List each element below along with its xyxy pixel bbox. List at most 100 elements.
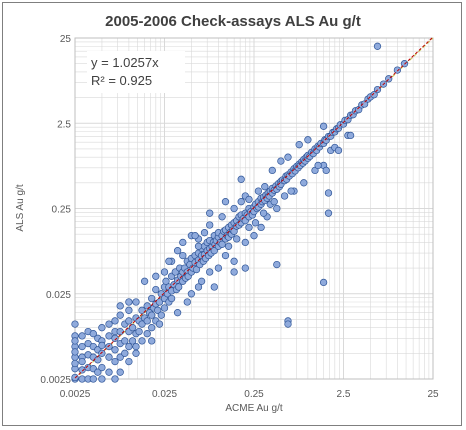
data-point xyxy=(322,166,330,175)
data-point xyxy=(98,349,106,357)
data-point xyxy=(179,251,187,260)
data-point xyxy=(148,311,156,319)
data-point xyxy=(155,320,164,328)
data-point xyxy=(370,91,378,99)
x-tick-label: 0.025 xyxy=(152,389,177,400)
data-point xyxy=(143,302,151,310)
data-point xyxy=(143,330,151,338)
data-point xyxy=(157,311,165,319)
data-point xyxy=(221,251,230,260)
x-axis-label: ACME Au g/t xyxy=(225,403,282,414)
data-points xyxy=(71,42,409,383)
data-point xyxy=(206,209,214,217)
data-point xyxy=(319,278,328,287)
data-point xyxy=(116,302,124,310)
data-point xyxy=(116,353,124,361)
data-point xyxy=(210,283,218,291)
data-point xyxy=(78,342,86,351)
data-point xyxy=(273,204,281,213)
trendline xyxy=(74,37,433,379)
data-point xyxy=(250,232,258,240)
data-point xyxy=(143,317,151,325)
scatter-chart: 2005-2006 Check-assays ALS Au g/t 0.0025… xyxy=(15,13,439,414)
data-point xyxy=(94,356,102,364)
x-tick-label: 0.25 xyxy=(244,389,264,400)
data-point xyxy=(165,257,173,265)
data-point xyxy=(373,42,382,50)
data-point xyxy=(105,342,113,351)
data-point xyxy=(230,268,238,276)
data-point xyxy=(148,294,156,303)
data-point xyxy=(167,294,176,303)
data-point xyxy=(105,353,113,361)
data-point xyxy=(221,198,230,206)
data-point xyxy=(192,265,201,274)
data-point xyxy=(78,366,86,374)
r-squared-label: R² = 0.925 xyxy=(91,73,152,88)
data-point xyxy=(116,311,124,319)
data-point xyxy=(287,187,295,195)
data-point xyxy=(111,334,119,342)
y-tick-label: 0.0025 xyxy=(40,375,71,386)
data-point xyxy=(284,320,292,328)
data-point xyxy=(152,272,160,280)
data-point xyxy=(116,368,124,376)
data-point xyxy=(173,247,182,255)
y-tick-label: 25 xyxy=(60,34,72,45)
data-point xyxy=(160,304,169,312)
data-point xyxy=(121,337,129,345)
x-tick-label: 2.5 xyxy=(337,389,351,400)
data-point xyxy=(245,223,253,232)
data-point xyxy=(334,146,343,155)
y-tick-label: 0.025 xyxy=(46,290,71,301)
data-point xyxy=(280,192,289,200)
data-point xyxy=(132,349,140,357)
data-point xyxy=(152,285,160,294)
data-point xyxy=(324,189,333,197)
data-point xyxy=(360,100,369,108)
data-point xyxy=(218,240,226,248)
plot-area xyxy=(74,37,434,380)
data-point xyxy=(314,161,322,170)
data-point xyxy=(125,342,133,351)
data-point xyxy=(111,346,119,354)
data-point xyxy=(254,187,263,195)
data-point xyxy=(105,332,113,340)
data-point xyxy=(162,277,170,285)
data-point xyxy=(125,357,133,366)
data-point xyxy=(138,337,146,345)
data-point xyxy=(261,183,269,191)
data-point xyxy=(224,242,233,250)
data-point xyxy=(187,290,196,298)
data-point xyxy=(128,337,137,345)
data-point xyxy=(71,337,79,345)
data-point xyxy=(277,157,285,165)
data-point xyxy=(304,136,312,144)
tick-labels: 0.0025 0.025 0.25 2.5 25 0.0025 0.025 0.25 2.5 25 xyxy=(40,34,439,400)
chart-title: 2005-2006 Check-assays ALS Au g/t xyxy=(105,13,361,30)
data-point xyxy=(270,198,278,206)
data-point xyxy=(138,320,146,328)
data-point xyxy=(125,306,133,314)
data-point xyxy=(183,298,191,306)
data-point xyxy=(71,359,79,368)
data-point xyxy=(78,375,86,383)
data-point xyxy=(98,363,106,372)
data-point xyxy=(230,204,238,213)
data-point xyxy=(284,153,292,161)
data-point xyxy=(71,348,79,356)
data-point xyxy=(200,229,209,237)
data-point xyxy=(214,264,223,272)
data-point xyxy=(111,357,119,366)
data-point xyxy=(268,166,276,175)
data-point xyxy=(346,131,355,140)
data-point xyxy=(245,195,253,204)
data-point xyxy=(155,298,164,306)
data-point xyxy=(132,342,140,351)
data-point xyxy=(194,242,203,250)
data-point xyxy=(259,209,268,217)
data-point xyxy=(71,320,79,328)
data-point xyxy=(111,317,119,325)
data-point xyxy=(140,277,149,285)
data-point xyxy=(128,324,137,332)
